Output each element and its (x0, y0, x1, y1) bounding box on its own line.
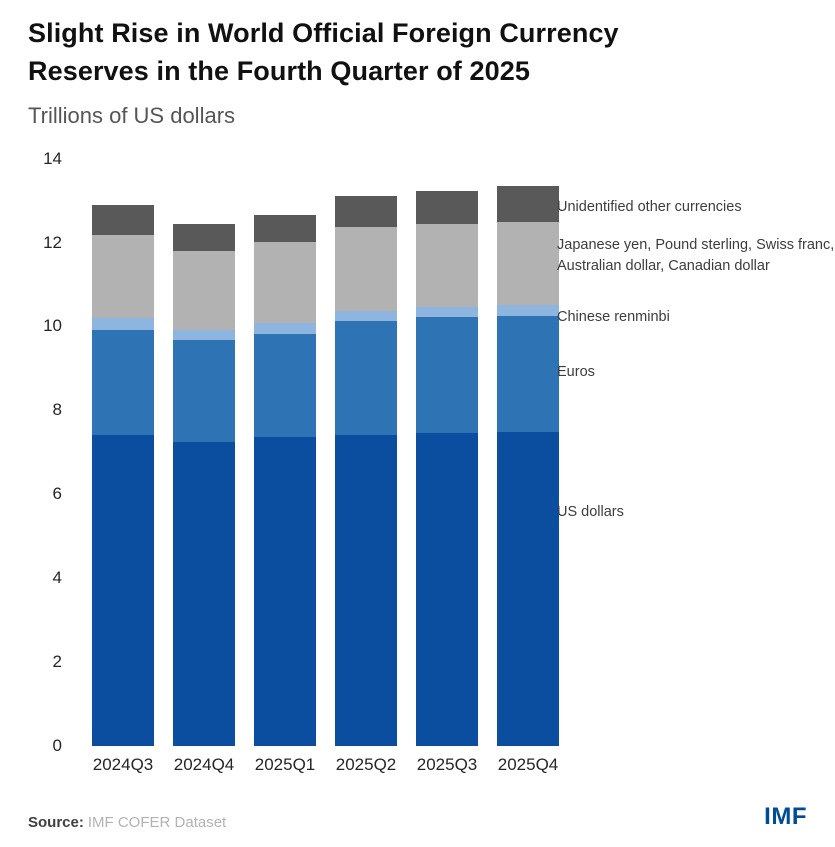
segment-unidentified-other-currencies-2024q3 (92, 204, 154, 236)
segment-us-dollars-2025q1 (254, 437, 316, 746)
source-text: IMF COFER Dataset (87, 814, 227, 831)
x-tick-label: 2025Q4 (497, 754, 559, 774)
bars: 2024Q3 2024Q4 2025Q1 2025Q2 2025Q3 2025Q4 (92, 185, 559, 779)
segment-unidentified-other-currencies-2025q1 (254, 215, 316, 243)
segment-japanese-yen-pound-sterling-swiss-franc--2025q4 (497, 222, 559, 305)
bar-stack (416, 190, 478, 746)
segment-euros-2024q3 (92, 329, 154, 435)
segment-chinese-renminbi-2025q1 (254, 323, 316, 334)
source-label: Source: (28, 814, 84, 831)
x-tick-label: 2024Q3 (92, 754, 154, 774)
segment-unidentified-other-currencies-2025q3 (416, 190, 478, 225)
segment-us-dollars-2024q3 (92, 434, 154, 746)
bar-2025q3: 2025Q3 (416, 190, 478, 779)
bar-stack (497, 185, 559, 746)
y-tick-label: 6 (52, 484, 62, 504)
footer: Source: IMF COFER Dataset IMF (28, 803, 807, 831)
bar-2025q1: 2025Q1 (254, 215, 316, 778)
x-tick-label: 2025Q3 (416, 754, 478, 774)
y-tick-label: 4 (52, 567, 62, 587)
bar-2025q4: 2025Q4 (497, 185, 559, 779)
segment-us-dollars-2025q3 (416, 432, 478, 746)
x-tick-label: 2024Q4 (173, 754, 235, 774)
bar-2024q3: 2024Q3 (92, 204, 154, 779)
x-tick-label: 2025Q1 (254, 754, 316, 774)
legend-label-unidentified-other-currencies: Unidentified other currencies (557, 198, 742, 215)
plot-area: 2024Q3 2024Q4 2025Q1 2025Q2 2025Q3 2025Q4 (76, 159, 568, 774)
segment-unidentified-other-currencies-2025q2 (335, 196, 397, 227)
segment-chinese-renminbi-2025q4 (497, 304, 559, 316)
y-axis: 0 2 4 6 8 10 12 14 (28, 149, 68, 755)
segment-us-dollars-2024q4 (173, 441, 235, 746)
segment-euros-2025q1 (254, 333, 316, 438)
segment-japanese-yen-pound-sterling-swiss-franc--2024q4 (173, 250, 235, 330)
segment-japanese-yen-pound-sterling-swiss-franc--2024q3 (92, 235, 154, 319)
segment-japanese-yen-pound-sterling-swiss-franc--2025q3 (416, 224, 478, 307)
source-line: Source: IMF COFER Dataset (28, 814, 226, 831)
segment-chinese-renminbi-2025q3 (416, 306, 478, 318)
series-legend: Unidentified other currencies Japanese ye… (557, 159, 835, 746)
segment-us-dollars-2025q4 (497, 432, 559, 746)
legend-label-us-dollars: US dollars (557, 503, 624, 520)
bar-2025q2: 2025Q2 (335, 196, 397, 778)
y-tick-label: 10 (43, 316, 62, 336)
bar-2024q4: 2024Q4 (173, 223, 235, 779)
x-tick-label: 2025Q2 (335, 754, 397, 774)
bar-stack (254, 215, 316, 746)
chart-title: Slight Rise in World Official Foreign Cu… (28, 18, 619, 87)
stacked-bar-chart: 0 2 4 6 8 10 12 14 2024Q3 2024Q4 2025Q1 2025Q2 2025… (28, 149, 834, 783)
bar-stack (92, 204, 154, 746)
y-tick-label: 0 (52, 735, 62, 755)
segment-euros-2025q3 (416, 317, 478, 433)
bar-stack (173, 223, 235, 746)
legend-label-japanese-yen-pound-sterling-swiss-franc-: Japanese yen, Pound sterling, Swiss fran… (557, 236, 835, 274)
segment-chinese-renminbi-2024q4 (173, 329, 235, 341)
segment-euros-2025q2 (335, 321, 397, 435)
bar-stack (335, 196, 397, 746)
y-tick-label: 12 (43, 232, 62, 252)
y-tick-label: 2 (52, 651, 62, 671)
chart-subtitle: Trillions of US dollars (28, 102, 236, 128)
segment-unidentified-other-currencies-2025q4 (497, 185, 559, 223)
segment-japanese-yen-pound-sterling-swiss-franc--2025q2 (335, 226, 397, 311)
segment-us-dollars-2025q2 (335, 434, 397, 746)
segment-japanese-yen-pound-sterling-swiss-franc--2025q1 (254, 242, 316, 324)
y-tick-label: 14 (43, 148, 62, 168)
legend-label-euros: Euros (557, 363, 595, 380)
segment-euros-2024q4 (173, 340, 235, 442)
imf-logo: IMF (764, 803, 807, 830)
segment-chinese-renminbi-2024q3 (92, 318, 154, 330)
y-tick-label: 8 (52, 400, 62, 420)
legend-label-chinese-renminbi: Chinese renminbi (557, 308, 670, 325)
segment-euros-2025q4 (497, 315, 559, 433)
segment-unidentified-other-currencies-2024q4 (173, 223, 235, 251)
segment-chinese-renminbi-2025q2 (335, 310, 397, 322)
